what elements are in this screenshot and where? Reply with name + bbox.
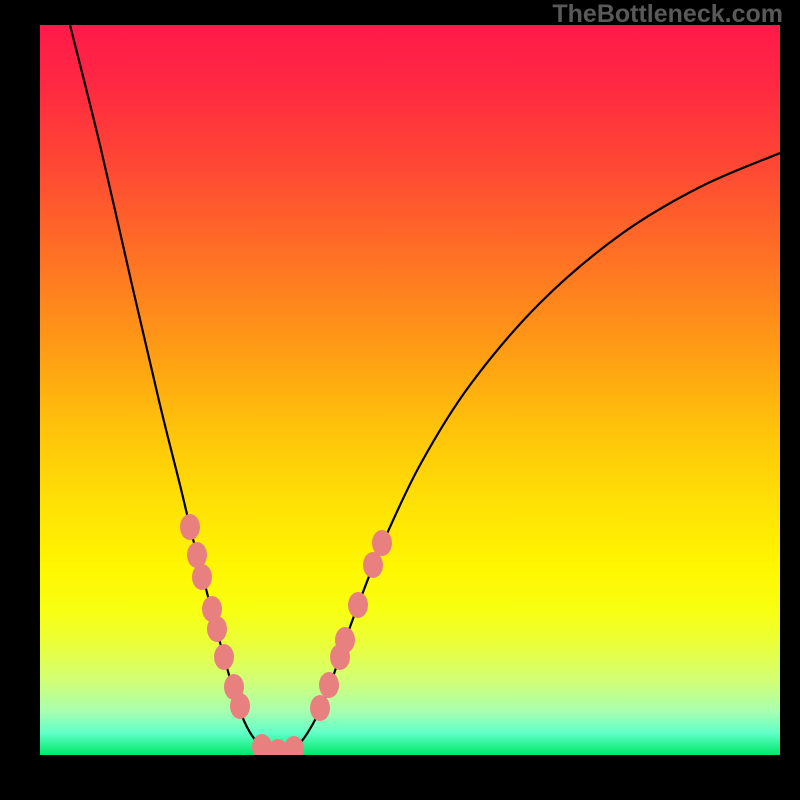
data-marker [319, 672, 339, 698]
data-marker [335, 627, 355, 653]
data-marker [310, 695, 330, 721]
data-marker [192, 564, 212, 590]
data-marker [214, 644, 234, 670]
plot-area [40, 25, 780, 755]
data-marker [230, 693, 250, 719]
data-marker [187, 542, 207, 568]
data-marker [207, 616, 227, 642]
data-marker [180, 514, 200, 540]
gradient-background [40, 25, 780, 755]
watermark-text: TheBottleneck.com [518, 0, 783, 28]
data-marker [348, 592, 368, 618]
chart-svg [40, 25, 780, 755]
data-marker [363, 552, 383, 578]
data-marker [372, 530, 392, 556]
